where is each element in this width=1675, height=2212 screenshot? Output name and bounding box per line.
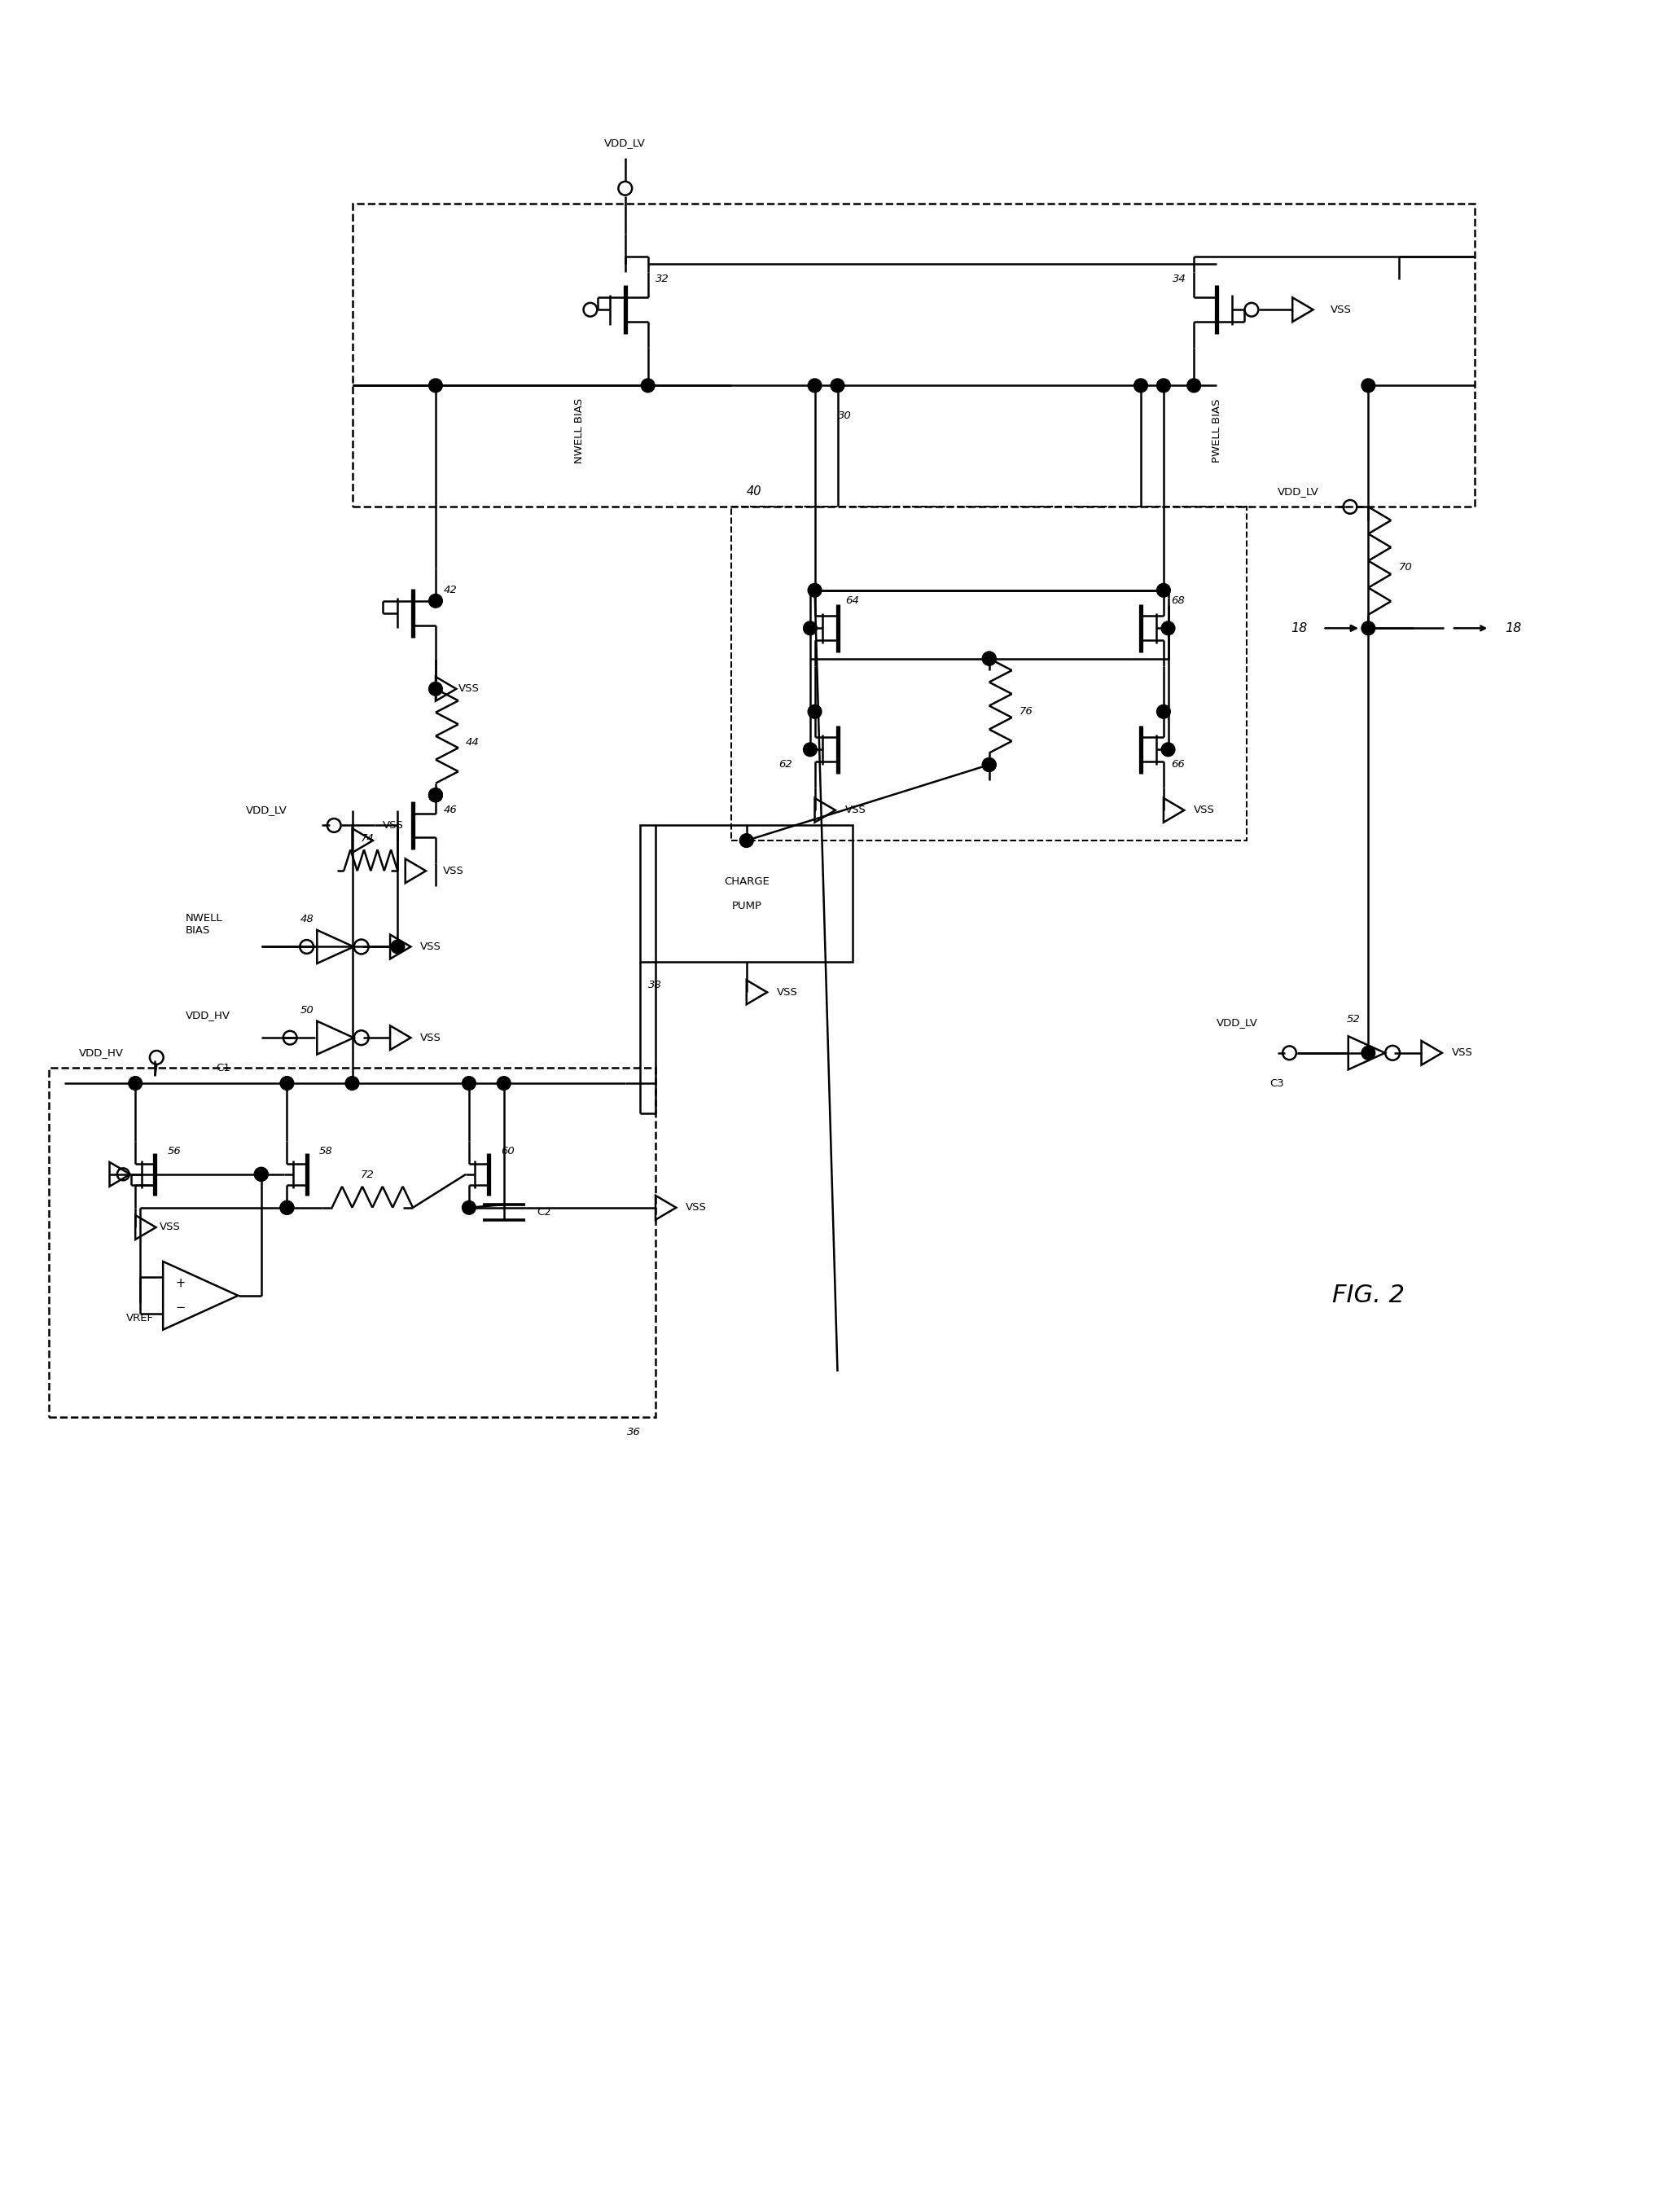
Circle shape [1161,743,1174,757]
Circle shape [280,1201,293,1214]
Text: 74: 74 [360,834,374,843]
Text: PWELL BIAS: PWELL BIAS [1211,398,1223,462]
Circle shape [982,759,997,772]
Text: 18: 18 [1291,622,1308,635]
Text: VDD_LV: VDD_LV [1278,487,1318,498]
Text: 36: 36 [626,1427,640,1438]
Circle shape [280,1201,293,1214]
Circle shape [1157,584,1171,597]
Circle shape [1157,378,1171,392]
Text: C1: C1 [216,1062,229,1073]
Circle shape [1362,378,1375,392]
Circle shape [982,759,997,772]
Text: 50: 50 [300,1004,313,1015]
Text: 18: 18 [1504,622,1521,635]
Circle shape [429,787,442,803]
Text: 52: 52 [1347,1015,1360,1024]
Circle shape [429,681,442,697]
Bar [732,507,1246,841]
Text: VSS: VSS [444,865,464,876]
Circle shape [982,653,997,666]
Text: VSS: VSS [420,1033,442,1044]
Circle shape [429,787,442,803]
Text: VSS: VSS [777,987,797,998]
Text: 70: 70 [1399,562,1412,573]
Circle shape [429,787,442,803]
Circle shape [807,378,821,392]
Text: C2: C2 [538,1208,551,1217]
Text: VREF: VREF [126,1314,154,1323]
Text: 40: 40 [747,487,762,498]
Text: VDD_LV: VDD_LV [1216,1018,1258,1029]
Circle shape [390,940,405,953]
Text: VSS: VSS [420,942,442,951]
Circle shape [429,378,442,392]
Text: PUMP: PUMP [732,900,762,911]
Text: VSS: VSS [1194,805,1214,816]
Text: 68: 68 [1171,595,1184,606]
Circle shape [807,584,821,597]
Bar [640,825,853,962]
Text: VSS: VSS [382,821,404,832]
Text: −: − [176,1303,184,1314]
Circle shape [740,834,754,847]
Text: 48: 48 [300,914,313,925]
Text: 56: 56 [168,1146,181,1157]
Circle shape [1362,1046,1375,1060]
Circle shape [831,378,844,392]
Circle shape [1157,706,1171,719]
Circle shape [982,653,997,666]
Text: VSS: VSS [846,805,866,816]
Circle shape [462,1201,476,1214]
Circle shape [429,595,442,608]
Text: VSS: VSS [459,684,479,695]
Text: VDD_HV: VDD_HV [186,1009,229,1020]
Text: C3: C3 [1270,1077,1285,1088]
Text: VSS: VSS [159,1221,181,1232]
Circle shape [129,1077,142,1091]
Circle shape [497,1077,511,1091]
Text: NWELL BIAS: NWELL BIAS [575,398,585,465]
Text: 32: 32 [655,274,668,285]
Text: VSS: VSS [1452,1048,1472,1057]
Text: VSS: VSS [685,1203,707,1212]
Text: VDD_LV: VDD_LV [605,137,647,148]
Circle shape [280,1077,293,1091]
Text: NWELL
BIAS: NWELL BIAS [186,914,223,936]
Text: VSS: VSS [1330,305,1352,314]
Text: VDD_LV: VDD_LV [246,805,288,816]
Text: 60: 60 [501,1146,514,1157]
Circle shape [642,378,655,392]
Circle shape [1134,378,1147,392]
Circle shape [807,706,821,719]
Text: VDD_HV: VDD_HV [79,1048,124,1057]
Circle shape [1188,378,1201,392]
Circle shape [804,743,817,757]
Text: FIG. 2: FIG. 2 [1332,1283,1405,1307]
Circle shape [462,1077,476,1091]
Circle shape [345,1077,358,1091]
Text: 44: 44 [466,737,479,748]
Text: 62: 62 [779,759,792,770]
Text: 58: 58 [318,1146,332,1157]
Text: 34: 34 [1172,274,1186,285]
Bar [352,204,1474,507]
Circle shape [1161,622,1174,635]
Text: 66: 66 [1171,759,1184,770]
Circle shape [255,1168,268,1181]
Text: 76: 76 [1020,706,1033,717]
Circle shape [804,622,817,635]
Bar [49,1068,655,1418]
Text: CHARGE: CHARGE [724,876,769,887]
Text: 42: 42 [444,584,457,595]
Text: 46: 46 [444,805,457,816]
Text: +: + [176,1276,184,1290]
Circle shape [1362,622,1375,635]
Circle shape [255,1168,268,1181]
Text: 72: 72 [360,1170,374,1181]
Text: 38: 38 [648,980,662,991]
Text: 30: 30 [838,411,851,420]
Text: 64: 64 [846,595,859,606]
